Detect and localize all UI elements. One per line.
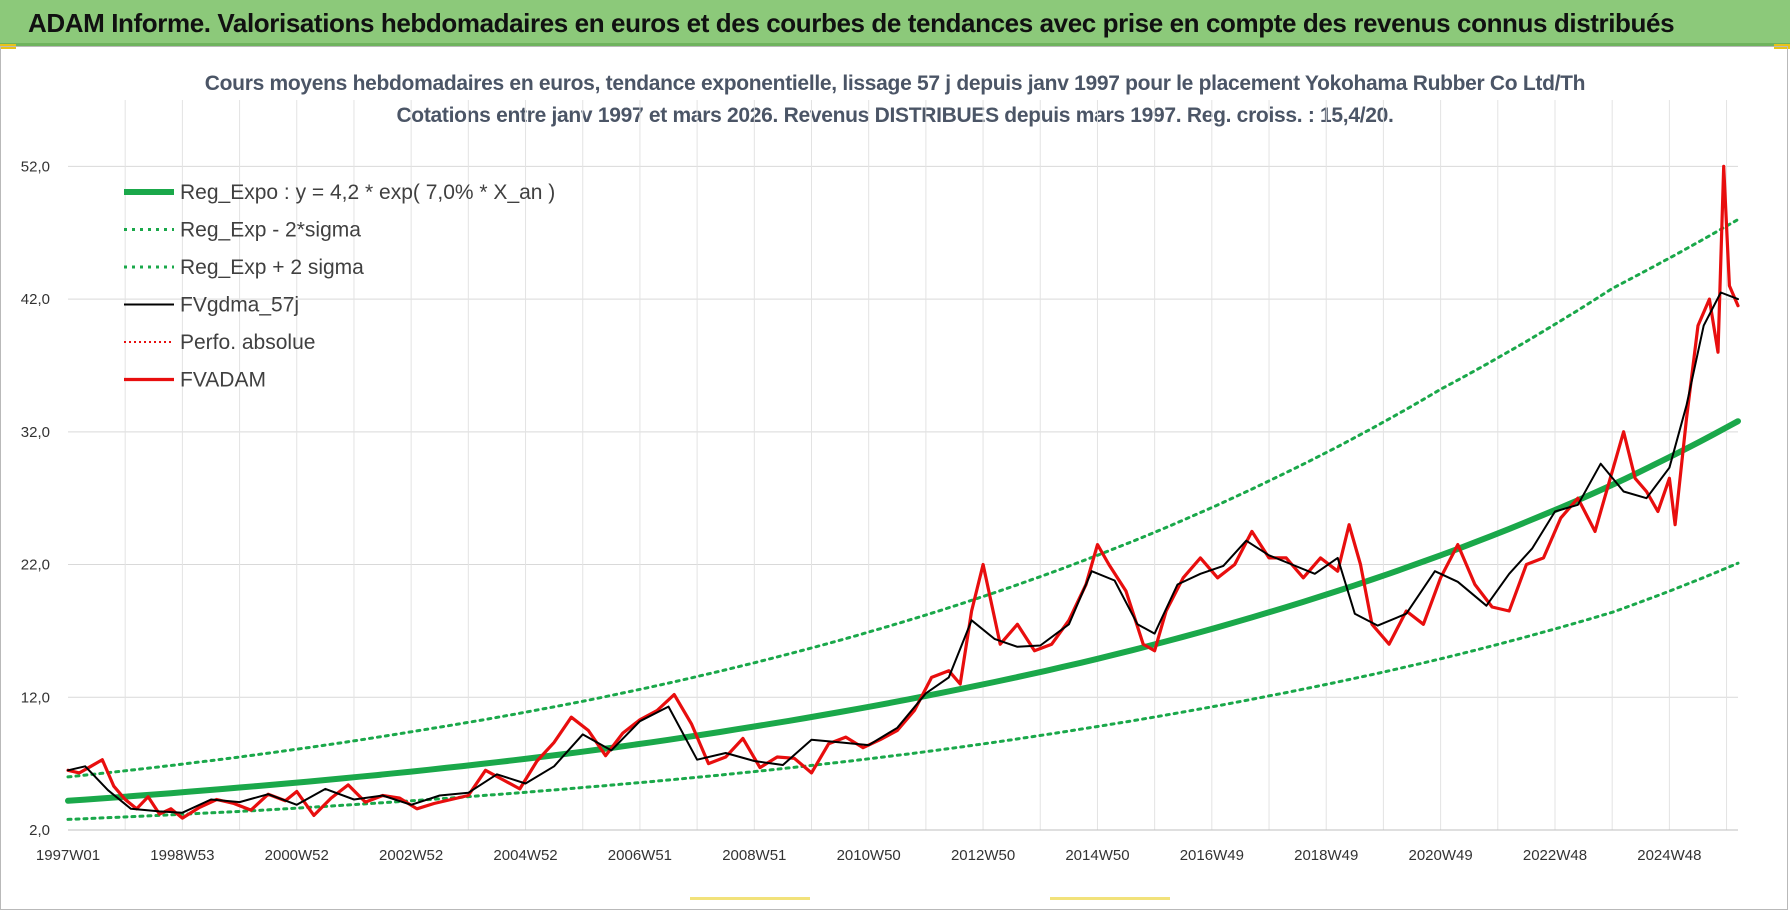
- x-tick-label: 2000W52: [265, 847, 329, 864]
- series-line-2: [66, 218, 1740, 779]
- chart-frame: [0, 46, 1788, 910]
- y-tick-label: 52,0: [21, 158, 50, 175]
- chart-subtitle: Cotations entre janv 1997 et mars 2026. …: [396, 104, 1394, 127]
- x-tick-label: 2010W50: [837, 847, 901, 864]
- series-line-5: [66, 164, 1740, 820]
- x-tick-label: 2012W50: [951, 847, 1015, 864]
- x-tick-label: 2018W49: [1294, 847, 1358, 864]
- y-tick-label: 12,0: [21, 689, 50, 706]
- x-tick-label: 2014W50: [1065, 847, 1129, 864]
- y-tick-label: 32,0: [21, 424, 50, 441]
- x-tick-label: 2024W48: [1637, 847, 1701, 864]
- legend-label: Reg_Exp - 2*sigma: [180, 219, 361, 242]
- y-tick-label: 2,0: [29, 822, 50, 839]
- x-tick-label: 2002W52: [379, 847, 443, 864]
- x-tick-label: 1997W01: [36, 847, 100, 864]
- y-tick-label: 42,0: [21, 291, 50, 308]
- legend-label: Perfo. absolue: [180, 331, 315, 354]
- x-tick-label: 2006W51: [608, 847, 672, 864]
- x-tick-label: 2022W48: [1523, 847, 1587, 864]
- series-line-3: [67, 291, 1739, 814]
- legend-label: Reg_Exp + 2 sigma: [180, 256, 364, 279]
- x-tick-label: 2004W52: [493, 847, 557, 864]
- chart-title: Cours moyens hebdomadaires en euros, ten…: [204, 72, 1586, 95]
- bottom-marker: [1050, 897, 1170, 900]
- series-line-1: [66, 561, 1740, 821]
- banner-title: ADAM Informe. Valorisations hebdomadaire…: [28, 8, 1675, 38]
- series-line-0: [65, 418, 1741, 804]
- legend-label: FVgdma_57j: [180, 294, 299, 317]
- bottom-marker: [690, 897, 810, 900]
- x-tick-label: 1998W53: [150, 847, 214, 864]
- legend-label: FVADAM: [180, 369, 266, 392]
- y-tick-label: 22,0: [21, 557, 50, 574]
- x-tick-label: 2008W51: [722, 847, 786, 864]
- x-tick-label: 2016W49: [1180, 847, 1244, 864]
- legend-label: Reg_Expo : y = 4,2 * exp( 7,0% * X_an ): [180, 181, 555, 204]
- x-tick-label: 2020W49: [1408, 847, 1472, 864]
- report-banner: ADAM Informe. Valorisations hebdomadaire…: [0, 0, 1790, 46]
